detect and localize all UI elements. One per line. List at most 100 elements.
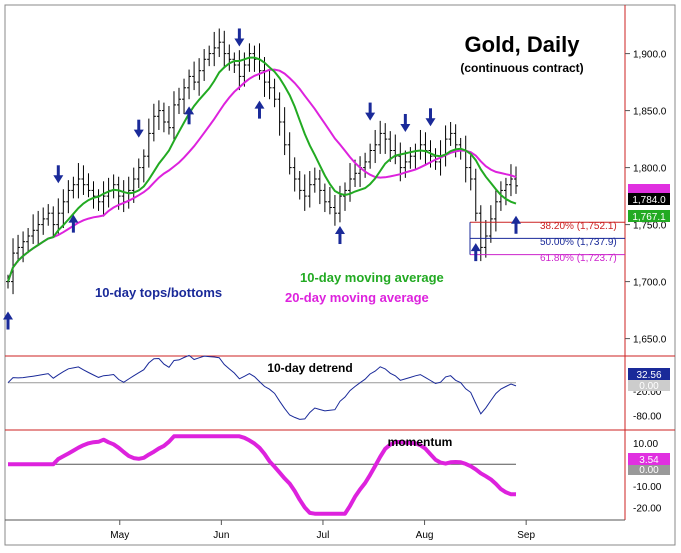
ohlc-bar [141, 149, 146, 183]
ohlc-bar [207, 45, 212, 67]
fib-38-label: 38.20% (1,752.1) [540, 221, 617, 232]
ohlc-bar [136, 158, 141, 189]
momentum-label: momentum [388, 435, 453, 449]
ohlc-bar [388, 131, 393, 162]
chart-subtitle: (continuous contract) [460, 61, 583, 75]
ohlc-bar [202, 49, 207, 81]
ohlc-bar [514, 166, 518, 194]
bottom-arrow-icon [68, 214, 79, 233]
ma10-badge-bg [628, 210, 670, 222]
chart-border [4, 4, 676, 546]
ohlc-bar [166, 106, 171, 135]
detrend-badge-bg [628, 368, 670, 380]
ohlc-bar [197, 58, 202, 96]
annotation-ma20: 20-day moving average [285, 290, 429, 305]
ohlc-bar [151, 103, 156, 142]
ma20-badge-bg [628, 184, 670, 195]
price-y-tick-label: 1,850.0 [633, 107, 667, 118]
bottom-arrow-icon [334, 226, 345, 245]
top-arrow-icon [53, 165, 64, 184]
ohlc-bar [101, 181, 106, 217]
value-badges: 1,784.0 1,767.1 32.56 0.00 3.54 0.00 [628, 184, 670, 476]
top-arrow-icon [425, 108, 436, 127]
momentum-y-tick-label: -20.00 [633, 503, 662, 514]
ohlc-bar [76, 163, 81, 199]
ohlc-bar [192, 61, 197, 91]
ohlc-bar [16, 234, 21, 263]
ma10-badge: 1,767.1 [632, 212, 666, 223]
x-tick-label: Jun [213, 530, 229, 541]
top-arrow-icon [400, 113, 411, 132]
ohlc-bar [161, 102, 166, 133]
ohlc-bar [187, 69, 192, 100]
x-tick-label: Aug [416, 530, 434, 541]
bottom-arrow-icon [511, 215, 521, 234]
price-y-tick-label: 1,650.0 [633, 335, 667, 346]
ohlc-bar [292, 157, 297, 192]
bottom-arrow-icon [3, 311, 13, 330]
detrend-y-tick-label: -80.00 [633, 412, 662, 423]
detrend-line [7, 354, 517, 420]
ohlc-bar [71, 176, 76, 199]
bottom-arrow-icon [254, 100, 265, 119]
price-y-tick-label: 1,800.0 [633, 164, 667, 175]
ohlc-bar [156, 100, 161, 130]
ohlc-bar [408, 147, 413, 169]
ohlc-bar [508, 164, 513, 197]
ohlc-bar [217, 28, 222, 58]
ohlc-bar [41, 207, 46, 235]
ohlc-bar [227, 44, 232, 71]
ohlc-bar [242, 52, 247, 87]
ohlc-bar [212, 31, 217, 67]
ohlc-bar [337, 185, 342, 223]
momentum-line [8, 434, 517, 516]
ohlc-bar [91, 181, 96, 209]
price-y-tick-label: 1,750.0 [633, 221, 667, 232]
momentum-zero-badge-bg [628, 465, 670, 475]
ohlc-bar [297, 171, 302, 200]
ohlc-bar [232, 52, 237, 73]
momentum-value-badge: 3.54 [639, 455, 659, 466]
fib-labels: 38.20% (1,752.1) 50.00% (1,737.9) 61.80%… [540, 221, 617, 264]
ohlc-bar [368, 143, 373, 169]
momentum-zero-badge: 0.00 [639, 465, 659, 476]
price-y-tick-label: 1,700.0 [633, 278, 667, 289]
x-tick-label: Jul [317, 530, 330, 541]
ohlc-bar [503, 177, 508, 206]
momentum-badge-bg [628, 453, 670, 465]
ohlc-bar [252, 45, 257, 72]
ohlc-bar [493, 190, 498, 232]
ohlc-bar [378, 120, 383, 154]
ohlc-bar [56, 198, 61, 234]
ohlc-bar [312, 167, 317, 193]
ohlc-bar [287, 132, 292, 175]
detrend-zero-badge-bg [628, 380, 670, 391]
ma20-line [7, 68, 517, 282]
detrend-zero-badge: 0.00 [639, 381, 659, 392]
ohlc-bar [182, 78, 187, 115]
detrend-y-tick-label: -20.00 [633, 387, 662, 398]
momentum-y-tick-label: 10.00 [633, 439, 658, 450]
top-arrow-icon [365, 102, 376, 121]
annotation-tops-bottoms: 10-day tops/bottoms [95, 285, 222, 300]
ohlc-bar [448, 122, 453, 146]
ohlc-bar [317, 169, 322, 205]
price-panel [3, 28, 625, 330]
ohlc-bar [488, 205, 493, 243]
momentum-panel [8, 434, 517, 516]
ohlc-bar [61, 189, 66, 229]
ohlc-bar [267, 70, 272, 100]
ohlc-bar [31, 214, 36, 244]
axis-labels: 1,650.0 1,700.0 1,750.0 1,800.0 1,850.0 1,900… [110, 50, 666, 541]
ohlc-bar [222, 30, 227, 69]
ohlc-bar [348, 163, 353, 202]
ohlc-bar [468, 155, 473, 191]
ohlc-bar [26, 228, 31, 254]
ohlc-bar [81, 165, 86, 195]
ohlc-bar [383, 123, 388, 154]
detrend-value-badge: 32.56 [636, 370, 661, 381]
top-arrow-icon [234, 28, 245, 47]
ohlc-bar [36, 210, 41, 244]
